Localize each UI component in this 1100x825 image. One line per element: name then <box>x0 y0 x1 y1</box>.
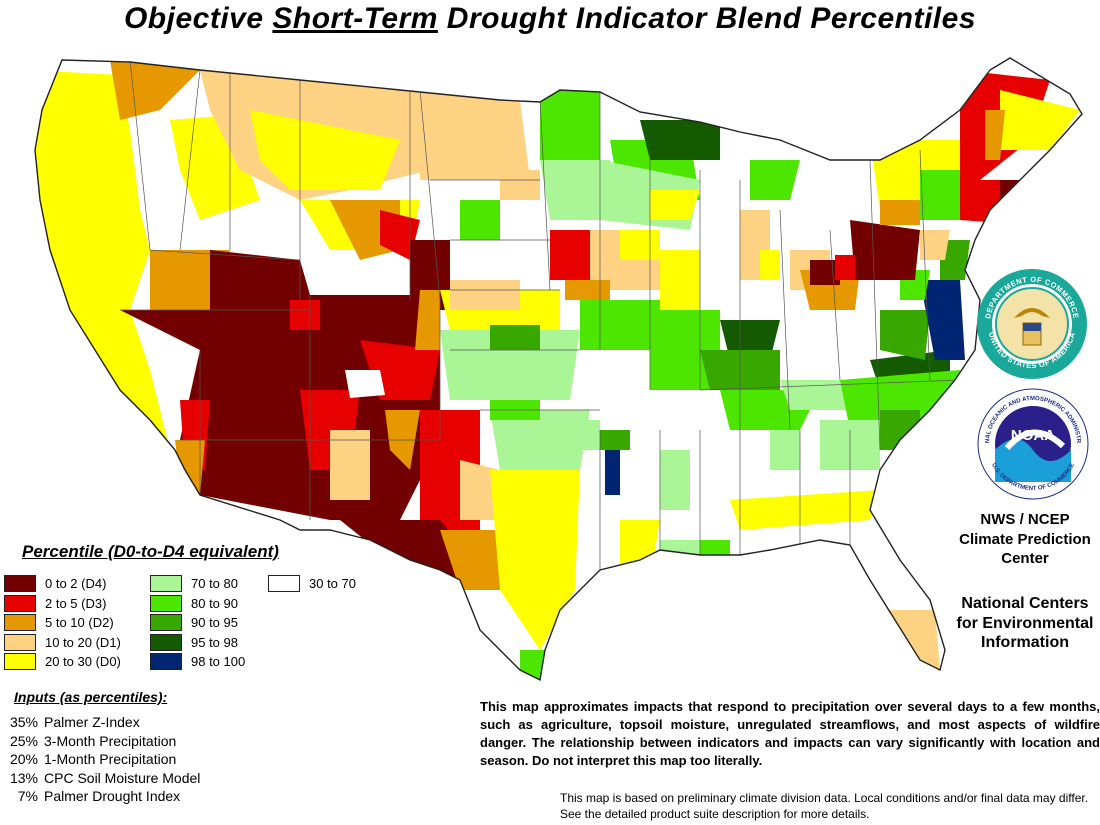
legend-swatch <box>4 594 36 612</box>
legend-item: 5 to 10 (D2) <box>4 613 121 633</box>
legend-label: 30 to 70 <box>309 576 356 592</box>
inputs-title: Inputs (as percentiles): <box>14 689 168 705</box>
legend-item: 70 to 80 <box>150 574 245 594</box>
map-title: Objective Short-Term Drought Indicator B… <box>0 2 1100 36</box>
legend-item: 80 to 90 <box>150 594 245 614</box>
legend-item: 0 to 2 (D4) <box>4 574 121 594</box>
map-description: This map approximates impacts that respo… <box>480 699 1100 768</box>
legend-label: 80 to 90 <box>191 595 238 611</box>
inputs-list: 35% Palmer Z-Index 25% 3-Month Precipitati… <box>4 713 200 806</box>
legend-label: 2 to 5 (D3) <box>45 595 107 611</box>
legend-column-wet: 70 to 80 80 to 90 90 to 95 95 to 98 98 t… <box>150 574 245 672</box>
legend-swatch <box>150 614 182 632</box>
map-note: This map is based on preliminary climate… <box>560 791 1089 821</box>
noaa-logo-icon: NOAA NATIONAL OCEANIC AND ATMOSPHERIC AD… <box>977 388 1089 500</box>
input-percent: 13% <box>9 769 38 786</box>
title-emphasis: Short-Term <box>272 2 438 35</box>
input-percent: 7% <box>17 788 38 804</box>
legend-label: 70 to 80 <box>191 576 238 592</box>
ncei-label: National Centers for Environmental Infor… <box>956 595 1094 651</box>
legend-swatch <box>4 633 36 651</box>
legend-swatch <box>268 575 300 593</box>
input-label: 3-Month Precipitation <box>44 732 177 749</box>
legend-item: 10 to 20 (D1) <box>4 633 121 653</box>
input-label: 1-Month Precipitation <box>44 751 177 767</box>
input-item: 35% Palmer Z-Index <box>4 713 200 732</box>
legend-label: 5 to 10 (D2) <box>45 615 114 631</box>
us-outline <box>34 57 1083 682</box>
input-item: 25% 3-Month Precipitation <box>4 732 200 751</box>
commerce-seal-icon: DEPARTMENT OF COMMERCE UNITED STATES OF … <box>977 269 1087 379</box>
legend-column-normal: 30 to 70 <box>268 574 356 594</box>
legend-item: 2 to 5 (D3) <box>4 594 121 614</box>
ncep-label: NWS / NCEP Climate Prediction Center <box>959 511 1091 567</box>
legend-swatch <box>4 653 36 671</box>
legend-title: Percentile (D0-to-D4 equivalent) <box>22 542 279 561</box>
legend-swatch <box>150 594 182 612</box>
noaa-logo-text: NOAA <box>1011 427 1055 444</box>
legend-label: 90 to 95 <box>191 615 238 631</box>
input-item: 20% 1-Month Precipitation <box>4 750 200 769</box>
legend-label: 20 to 30 (D0) <box>45 654 121 670</box>
legend-swatch <box>4 575 36 593</box>
legend-swatch <box>150 653 182 671</box>
legend-item: 90 to 95 <box>150 613 245 633</box>
legend-item: 20 to 30 (D0) <box>4 652 121 672</box>
input-label: CPC Soil Moisture Model <box>44 769 201 786</box>
legend-swatch <box>150 633 182 651</box>
input-item: 13% CPC Soil Moisture Model <box>4 769 200 788</box>
state-boundaries <box>120 59 961 570</box>
title-suffix: Drought Indicator Blend Percentiles <box>437 2 977 35</box>
input-percent: 25% <box>9 732 38 749</box>
input-percent: 20% <box>9 751 38 767</box>
title-prefix: Objective <box>123 2 273 35</box>
input-label: Palmer Z-Index <box>44 714 140 730</box>
legend-item: 98 to 100 <box>150 652 245 672</box>
input-item: 7% Palmer Drought Index <box>4 787 200 806</box>
input-label: Palmer Drought Index <box>44 788 181 804</box>
drought-map <box>34 57 1083 682</box>
legend-label: 0 to 2 (D4) <box>45 576 107 592</box>
input-percent: 35% <box>9 714 38 730</box>
legend-swatch <box>4 614 36 632</box>
legend-label: 95 to 98 <box>191 634 238 650</box>
legend-label: 10 to 20 (D1) <box>45 634 121 650</box>
legend-column-drought: 0 to 2 (D4) 2 to 5 (D3) 5 to 10 (D2) 10 … <box>4 574 121 672</box>
legend-item: 30 to 70 <box>268 574 356 594</box>
legend-item: 95 to 98 <box>150 633 245 653</box>
legend-swatch <box>150 575 182 593</box>
legend-label: 98 to 100 <box>191 654 246 670</box>
